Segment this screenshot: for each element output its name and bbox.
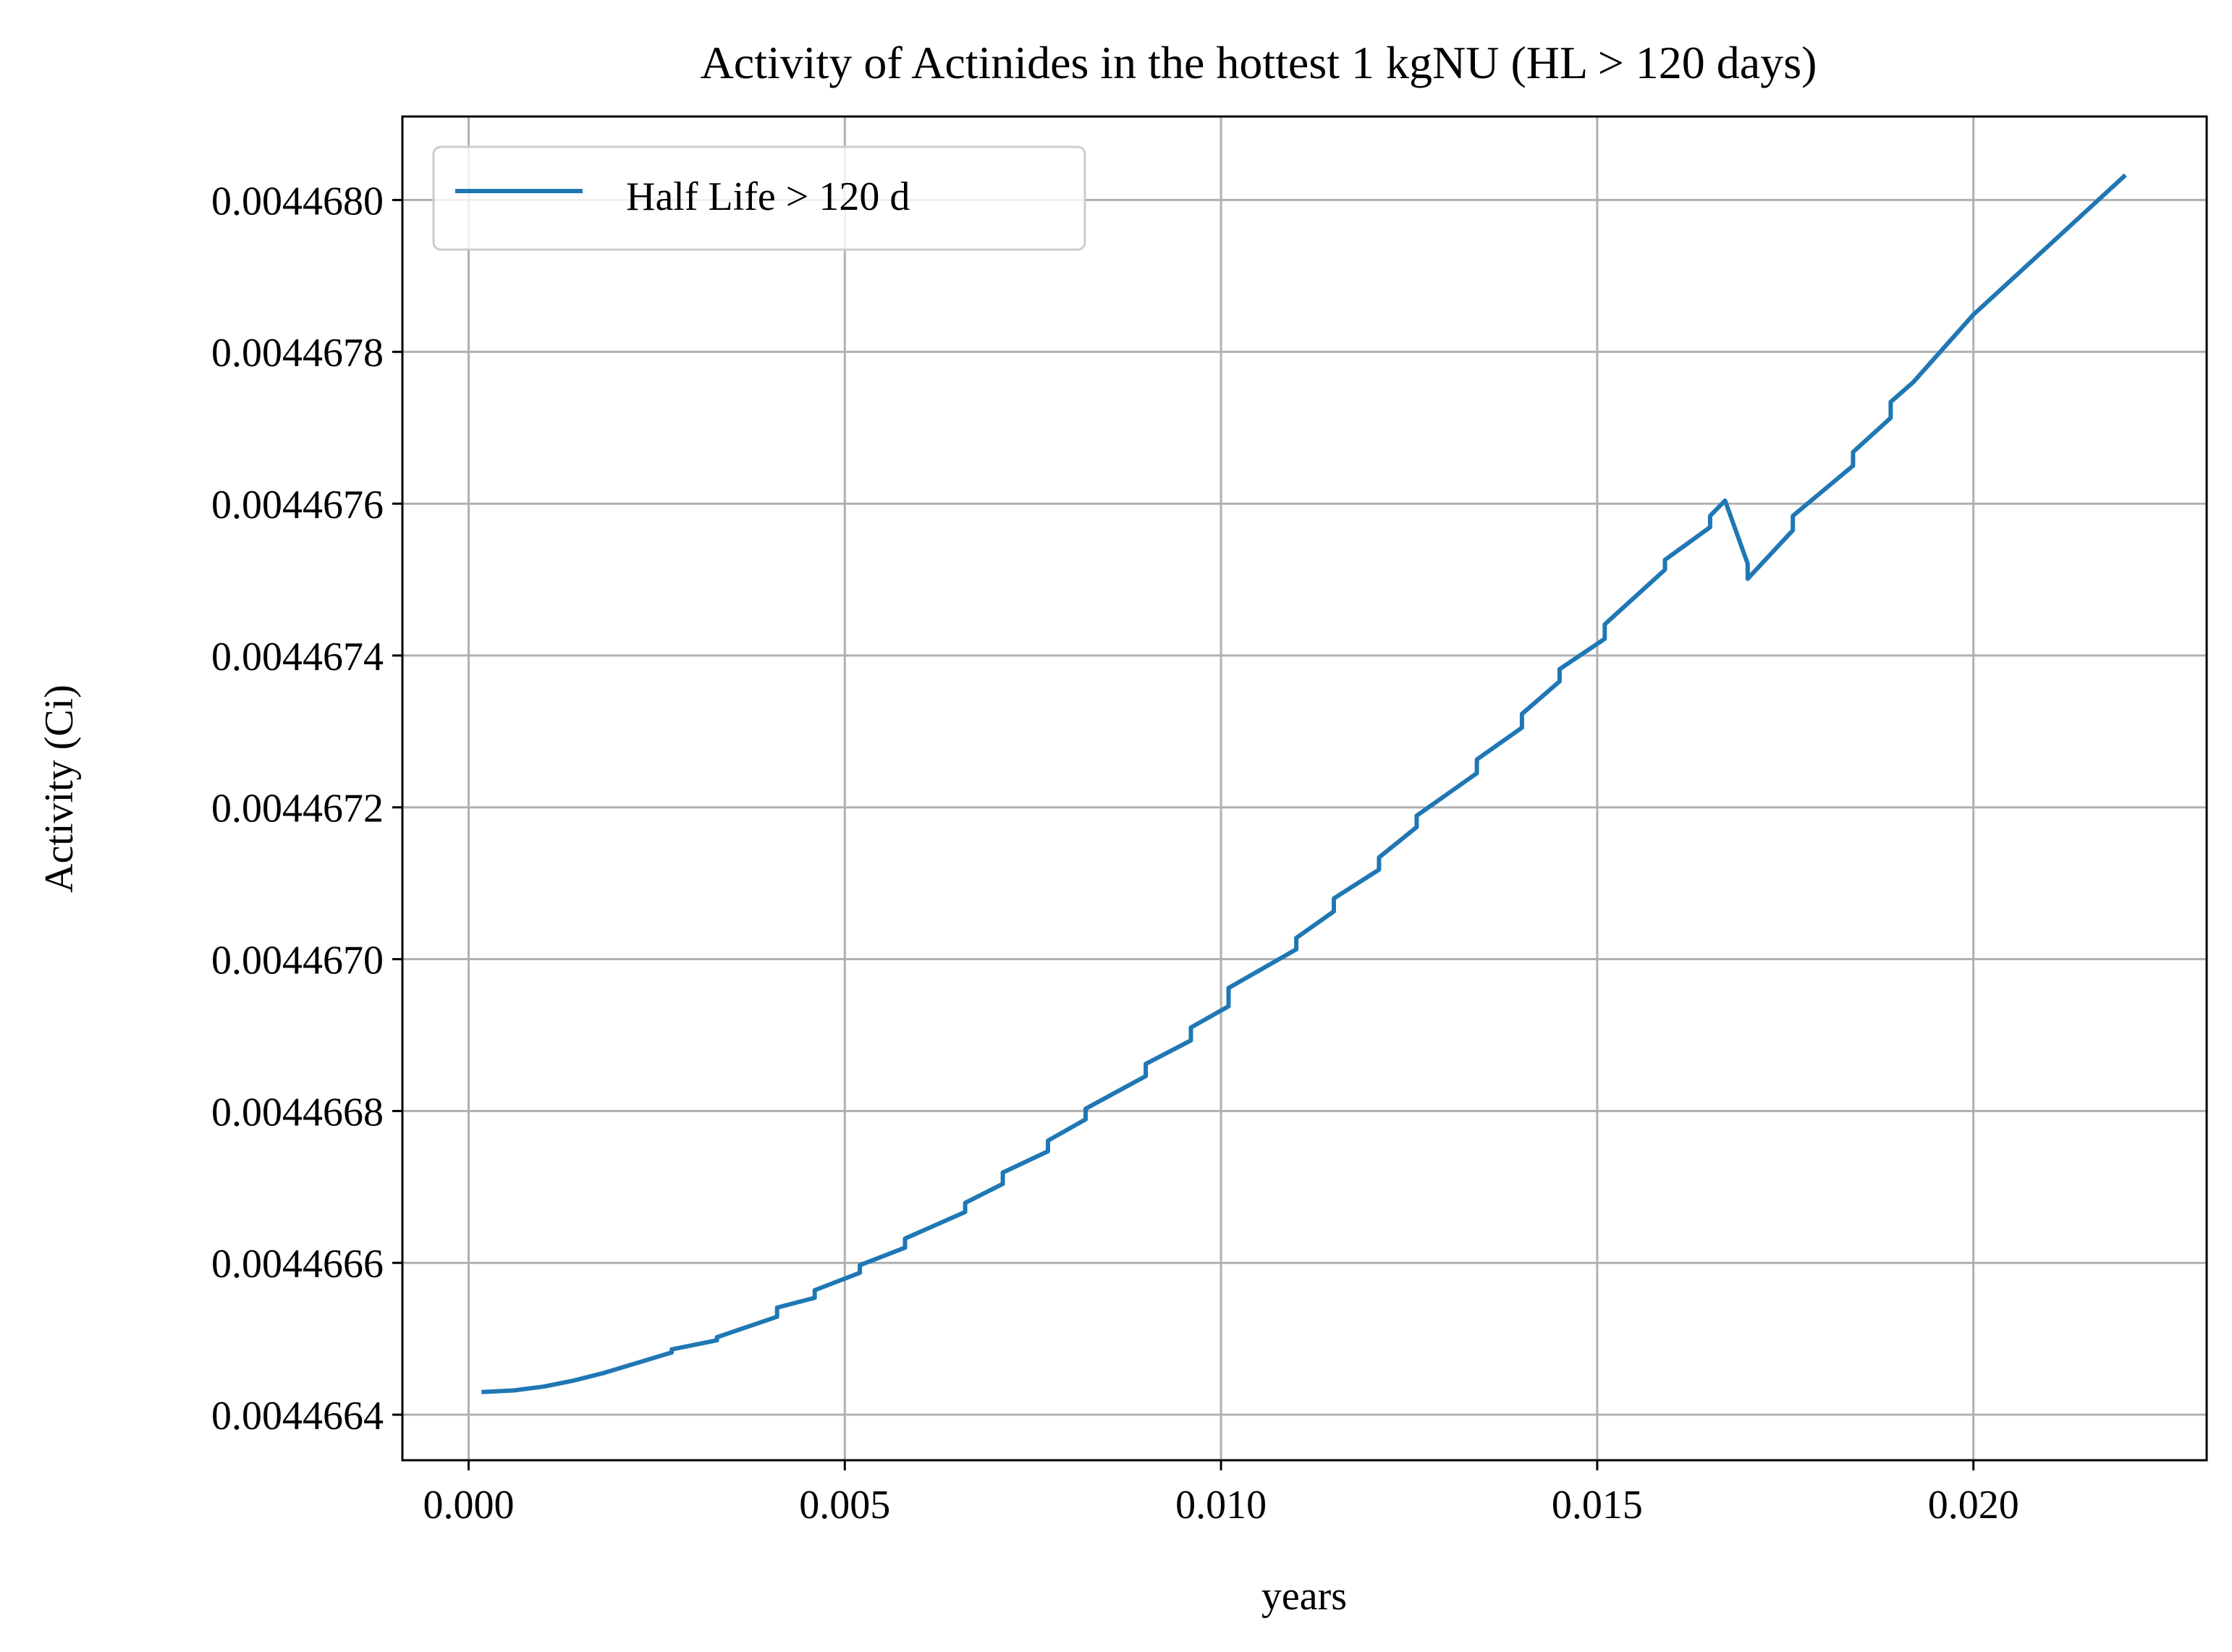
y-tick-label: 0.0044670 xyxy=(211,939,384,983)
x-tick-label: 0.000 xyxy=(423,1483,514,1528)
plot-background xyxy=(402,117,2207,1460)
chart-title: Activity of Actinides in the hottest 1 k… xyxy=(701,37,1817,88)
legend: Half Life > 120 d xyxy=(432,145,1086,251)
grid xyxy=(402,117,2207,1460)
y-tick-label: 0.0044664 xyxy=(211,1394,384,1439)
y-tick-label: 0.0044678 xyxy=(211,331,384,376)
legend-box xyxy=(432,145,1086,251)
y-tick-label: 0.0044674 xyxy=(211,635,384,679)
plot-frame xyxy=(401,115,2208,1462)
y-tick-label: 0.0044672 xyxy=(211,787,384,831)
y-tick-label: 0.0044666 xyxy=(211,1242,384,1287)
y-axis-ticks: 0.0044664 0.0044666 0.0044668 0.0044670 0.00… xyxy=(211,179,402,1439)
y-tick-label: 0.0044676 xyxy=(211,483,384,528)
x-axis-label: years xyxy=(1261,1574,1347,1619)
x-tick-label: 0.015 xyxy=(1552,1483,1643,1528)
x-tick-label: 0.020 xyxy=(1928,1483,2019,1528)
series-line xyxy=(481,173,2127,1394)
x-axis-ticks: 0.000 0.005 0.010 0.015 0.020 xyxy=(423,1460,2019,1528)
y-tick-label: 0.0044668 xyxy=(211,1090,384,1135)
plot-area: 0.000 0.005 0.010 0.015 0.020 0.00446640.004… xyxy=(211,115,2208,1528)
y-tick-label: 0.0044680 xyxy=(211,179,384,224)
legend-label: Half Life > 120 d xyxy=(626,174,910,219)
series-layer xyxy=(481,173,2127,1394)
x-tick-label: 0.010 xyxy=(1175,1483,1267,1528)
x-tick-label: 0.005 xyxy=(799,1483,890,1528)
y-axis-label: Activity (Ci) xyxy=(37,685,82,893)
